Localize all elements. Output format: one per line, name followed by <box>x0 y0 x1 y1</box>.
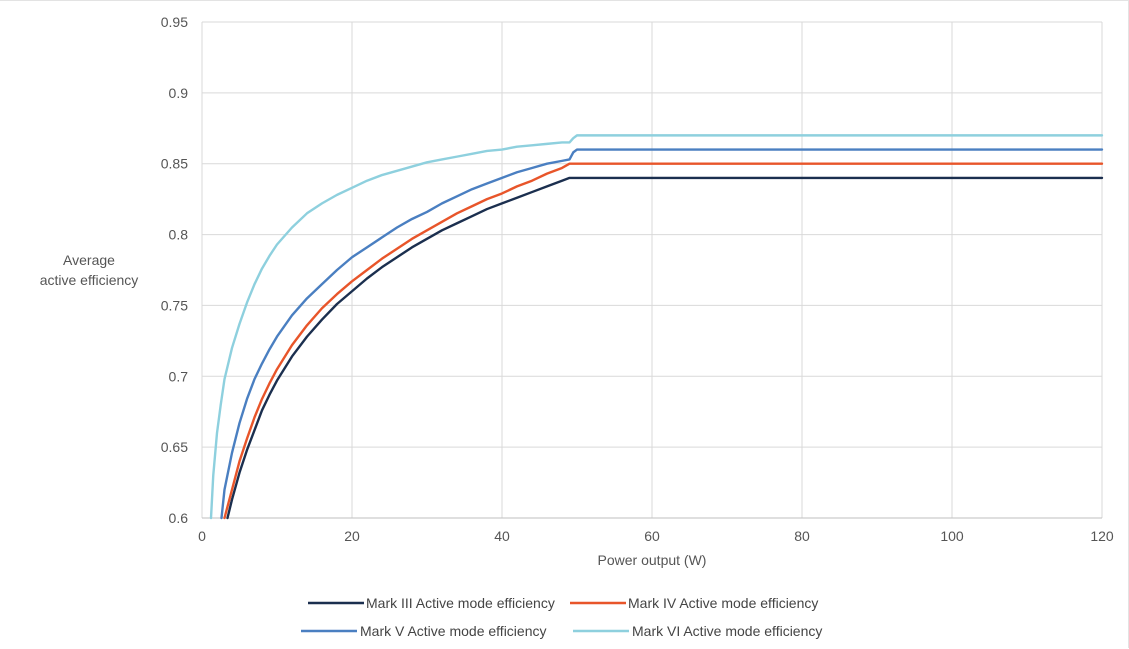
series-line-2 <box>223 162 1104 520</box>
x-tick-labels: 0 20 40 60 80 100 120 <box>198 528 1114 544</box>
y-tick-label: 0.75 <box>161 297 188 313</box>
y-tick-label: 0.7 <box>169 368 189 384</box>
x-tick-label: 20 <box>344 528 360 544</box>
y-tick-label: 0.9 <box>169 85 189 101</box>
y-axis-title-line-2: active efficiency <box>40 272 139 288</box>
y-tick-label: 0.6 <box>169 510 189 526</box>
series-line-3 <box>220 148 1104 520</box>
legend-label-4: Mark VI Active mode efficiency <box>632 623 822 639</box>
x-tick-label: 100 <box>940 528 964 544</box>
x-tick-label: 0 <box>198 528 206 544</box>
series-line-1 <box>226 176 1104 520</box>
legend-label-3: Mark V Active mode efficiency <box>360 623 546 639</box>
y-tick-labels: 0.6 0.65 0.7 0.75 0.8 0.85 0.9 0.95 <box>161 14 188 526</box>
y-axis-title-line-1: Average <box>63 252 115 268</box>
series-lines <box>209 134 1104 520</box>
y-tick-label: 0.85 <box>161 156 188 172</box>
x-tick-label: 40 <box>494 528 510 544</box>
series-line-4 <box>209 134 1104 520</box>
x-tick-label: 120 <box>1090 528 1114 544</box>
legend-label-1: Mark III Active mode efficiency <box>366 595 555 611</box>
legend: Mark III Active mode efficiency Mark IV A… <box>301 595 822 639</box>
x-tick-label: 60 <box>644 528 660 544</box>
y-tick-label: 0.95 <box>161 14 188 30</box>
x-tick-label: 80 <box>794 528 810 544</box>
x-axis-title: Power output (W) <box>598 552 707 568</box>
legend-label-2: Mark IV Active mode efficiency <box>628 595 818 611</box>
y-tick-label: 0.65 <box>161 439 188 455</box>
y-tick-label: 0.8 <box>169 227 189 243</box>
